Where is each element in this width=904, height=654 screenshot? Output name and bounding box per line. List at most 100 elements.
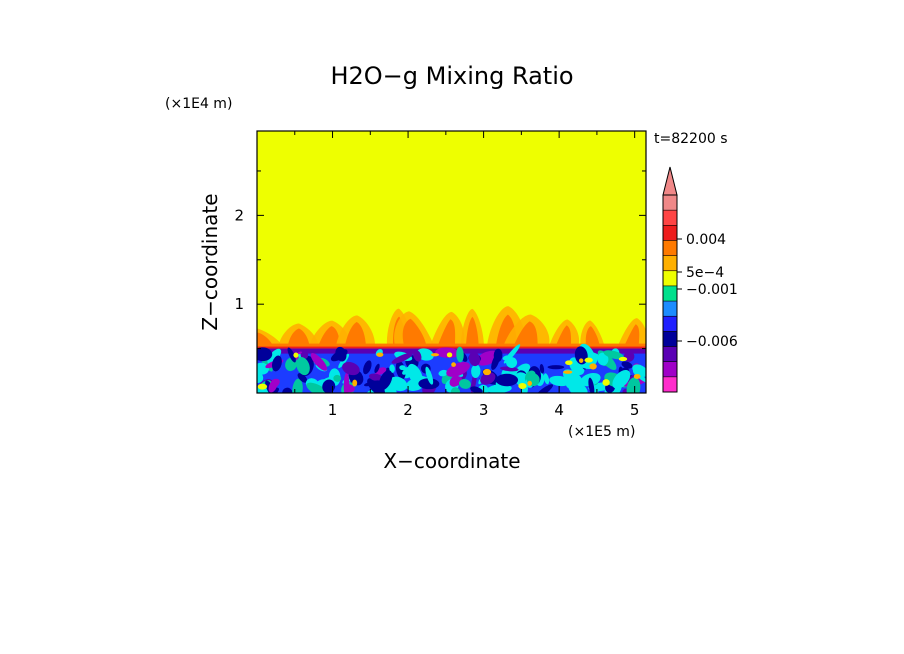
warm-spot <box>618 356 628 362</box>
y-axis-label: Z−coordinate <box>198 193 222 330</box>
turbulence-blob <box>267 348 282 364</box>
turbulence-blob <box>568 381 588 393</box>
plume-core <box>465 316 479 349</box>
x-axis-label: X−coordinate <box>383 449 520 473</box>
colorbar-swatch <box>663 225 677 241</box>
warm-spot <box>589 363 597 370</box>
turbulence-blob <box>495 373 519 387</box>
colorbar-extend-triangle <box>662 166 678 196</box>
turbulence-blob <box>480 372 496 385</box>
warm-spot <box>451 362 456 367</box>
colorbar-swatch <box>663 301 677 317</box>
warm-spot <box>293 352 299 358</box>
plot-frame <box>256 130 647 394</box>
turbulence-blob <box>297 373 308 383</box>
x-tick-label: 2 <box>403 401 413 419</box>
turbulence-blob <box>438 369 448 377</box>
y-tick-label: 1 <box>234 295 244 313</box>
colorbar-swatch <box>663 361 677 377</box>
colorbar-swatch <box>663 240 677 256</box>
turbulence-blob <box>612 369 631 389</box>
turbulence-blob <box>272 355 282 372</box>
turbulence-blob <box>418 378 440 390</box>
colorbar-swatch <box>663 316 677 332</box>
x-tick-label: 3 <box>479 401 489 419</box>
turbulence-blob <box>310 353 328 371</box>
turbulence-blob <box>471 364 481 379</box>
turbulence-blob <box>257 372 264 383</box>
colorbar-swatch <box>663 195 677 211</box>
plume-core <box>287 328 310 349</box>
turbulence-blob <box>388 376 408 392</box>
turbulence-blob <box>374 363 380 374</box>
colorbar-swatch <box>663 331 677 347</box>
plume-core <box>436 319 456 349</box>
turbulence-blob <box>621 361 633 369</box>
turbulence-blob <box>413 349 422 362</box>
turbulence-blob <box>378 370 393 391</box>
warm-spot <box>446 352 453 358</box>
warm-spot <box>376 352 384 357</box>
warm-spot <box>431 353 440 357</box>
turbulence-blob <box>268 378 278 393</box>
turbulence-blob <box>425 366 434 385</box>
y-unit-label: (×1E4 m) <box>165 96 232 112</box>
turbulence-blob <box>402 366 412 375</box>
turbulence-blob <box>368 373 384 382</box>
warm-spot <box>527 380 532 386</box>
time-label: t=82200 s <box>654 131 728 147</box>
turbulence-blob <box>306 382 330 393</box>
warm-spot <box>584 357 593 363</box>
warm-spot <box>579 358 584 363</box>
colorbar-label: −0.001 <box>686 282 738 298</box>
rim-red <box>257 346 646 349</box>
turbulence-blob <box>257 362 269 375</box>
x-unit-label: (×1E5 m) <box>568 424 635 440</box>
plume-core <box>512 321 538 349</box>
colorbar-swatch <box>663 255 677 271</box>
turbulence-blob <box>458 379 471 389</box>
plume-core <box>402 318 427 349</box>
turbulence-blob <box>257 347 273 362</box>
turbulence-blob <box>626 377 641 393</box>
colorbar-swatch <box>663 346 677 362</box>
plume-core <box>585 326 600 349</box>
x-axis: 1 2 3 4 5 <box>294 131 640 419</box>
colorbar-swatch <box>663 376 677 392</box>
turbulence-blob <box>389 364 395 373</box>
warm-spot <box>602 379 610 386</box>
turbulence-blob <box>603 350 625 360</box>
turbulence-blob <box>287 347 296 363</box>
turbulence-blob <box>342 361 360 376</box>
x-tick-label: 4 <box>554 401 564 419</box>
turbulence-blob <box>435 347 460 358</box>
warm-spot <box>352 379 358 387</box>
turbulence-blob <box>588 377 595 393</box>
turbulence-blob <box>391 352 413 364</box>
turbulence-blob <box>363 360 372 375</box>
plume-core <box>344 322 366 349</box>
turbulence-blob <box>535 384 553 393</box>
colorbar: 0.004 5e−4−0.001 −0.006 <box>662 166 738 393</box>
colorbar-swatch <box>663 285 677 302</box>
turbulence-blob <box>549 375 570 387</box>
colorbar-label: −0.006 <box>686 334 738 350</box>
plume-core <box>623 324 640 349</box>
turbulence-blob <box>543 373 550 385</box>
turbulence-blob <box>500 366 519 372</box>
colorbar-label: 5e−4 <box>686 265 724 281</box>
warm-spot <box>633 373 641 379</box>
colorbar-swatch <box>663 210 677 226</box>
plume-core <box>554 325 572 349</box>
turbulence-blob <box>597 352 609 366</box>
field-area <box>257 131 646 393</box>
turbulence-blob <box>343 372 350 393</box>
turbulence-blob <box>335 346 347 362</box>
x-tick-label: 5 <box>630 401 640 419</box>
chart-title: H2O−g Mixing Ratio <box>330 62 573 90</box>
turbulence-blob <box>449 374 462 387</box>
turbulence-blob <box>486 384 512 393</box>
warm-spot <box>563 370 573 374</box>
turbulence-blob <box>493 348 503 362</box>
turbulence-blob <box>333 374 342 382</box>
